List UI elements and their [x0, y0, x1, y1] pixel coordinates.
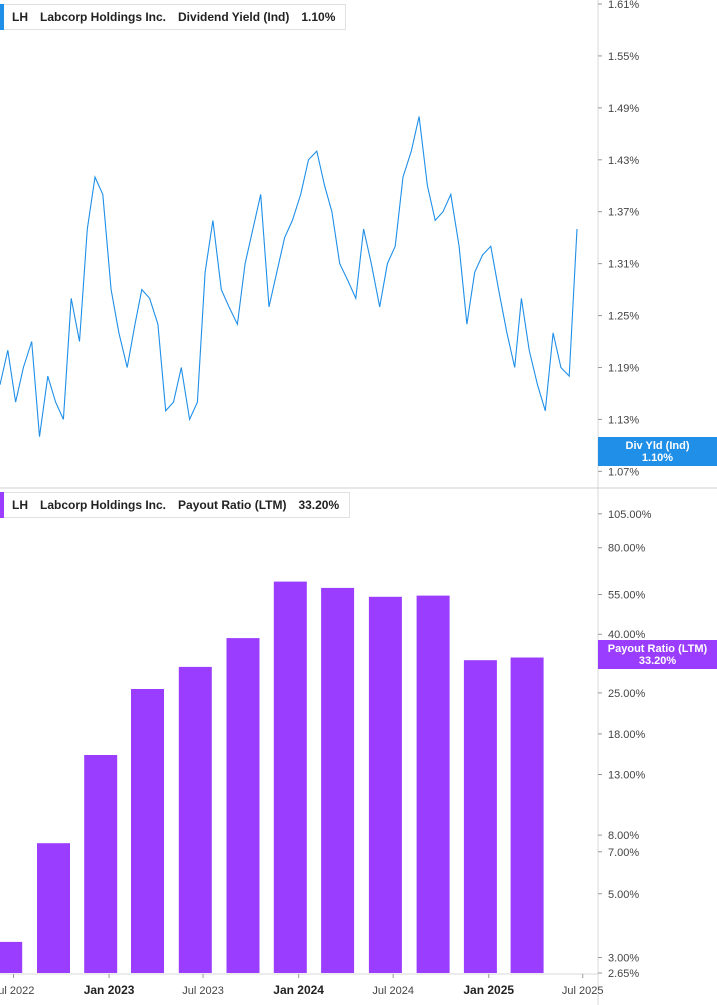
y-tick-label: 18.00% [608, 729, 646, 741]
payout-bar [510, 657, 544, 973]
y-tick-label: 40.00% [608, 629, 646, 641]
payout-value-tag: Payout Ratio (LTM) 33.20% [598, 640, 717, 669]
y-tick-label: 1.25% [608, 311, 639, 323]
payout-bar [0, 941, 23, 973]
legend-metric: Dividend Yield (Ind) [178, 10, 290, 24]
payout-bar [37, 843, 70, 973]
payout-bar [178, 666, 212, 973]
legend-ticker: LH [12, 10, 28, 24]
tag-value: 33.20% [638, 655, 677, 667]
yield-y-axis: 1.61% 1.55% 1.49% 1.43% 1.37% 1.31% 1.25% 1.19%… [598, 0, 639, 478]
payout-bar [273, 581, 307, 973]
y-tick-label: 13.00% [608, 770, 646, 782]
legend-company: Labcorp Holdings Inc. [40, 498, 167, 512]
yield-legend: LH Labcorp Holdings Inc. Dividend Yield … [0, 4, 347, 30]
yield-swatch [0, 4, 4, 30]
x-tick-label: Jan 2023 [84, 983, 135, 997]
payout-bar [416, 595, 450, 973]
payout-bar [368, 596, 402, 973]
payout-bar [463, 660, 497, 973]
y-tick-label: 55.00% [608, 590, 646, 602]
y-tick-label: 1.19% [608, 362, 639, 374]
y-tick-label: 1.37% [608, 207, 639, 219]
y-tick-label: 1.49% [608, 103, 639, 115]
yield-value-tag: Div Yld (Ind) 1.10% [598, 437, 717, 466]
y-tick-label: 105.00% [608, 509, 652, 521]
y-tick-label: 1.61% [608, 0, 639, 11]
x-axis: Jul 2022 Jan 2023 Jul 2023 Jan 2024 Jul 2024… [0, 974, 604, 997]
payout-bars [0, 581, 544, 973]
payout-legend: LH Labcorp Holdings Inc. Payout Ratio (L… [0, 492, 351, 518]
y-tick-label: 2.65% [608, 968, 639, 980]
legend-metric: Payout Ratio (LTM) [178, 498, 287, 512]
payout-swatch [0, 492, 4, 518]
tag-label: Payout Ratio (LTM) [607, 643, 708, 655]
payout-y-axis: 105.00% 80.00% 55.00% 40.00% 25.00% 18.00% 13.… [598, 509, 652, 980]
tag-label: Div Yld (Ind) [625, 440, 690, 452]
dividend-yield-line [0, 116, 578, 437]
y-tick-label: 7.00% [608, 847, 639, 859]
y-tick-label: 1.07% [608, 466, 639, 478]
y-tick-label: 25.00% [608, 688, 646, 700]
payout-bar [131, 689, 164, 973]
x-tick-label: Jan 2024 [273, 983, 324, 997]
legend-value: 33.20% [298, 498, 340, 512]
legend-company: Labcorp Holdings Inc. [40, 10, 167, 24]
y-tick-label: 1.31% [608, 259, 639, 271]
y-tick-label: 8.00% [608, 830, 639, 842]
x-tick-label: Jul 2023 [182, 985, 224, 997]
x-tick-label: Jul 2024 [372, 985, 414, 997]
payout-bar [321, 587, 355, 973]
legend-value: 1.10% [301, 10, 336, 24]
payout-bar [226, 638, 260, 973]
y-tick-label: 80.00% [608, 543, 646, 555]
y-tick-label: 1.43% [608, 155, 639, 167]
y-tick-label: 1.13% [608, 414, 639, 426]
x-tick-label: Jan 2025 [463, 983, 514, 997]
y-tick-label: 5.00% [608, 889, 639, 901]
x-tick-label: Jul 2022 [0, 985, 34, 997]
legend-ticker: LH [12, 498, 28, 512]
x-tick-label: Jul 2025 [562, 985, 604, 997]
y-tick-label: 1.55% [608, 51, 639, 63]
payout-bar [84, 755, 118, 973]
tag-value: 1.10% [641, 452, 674, 464]
y-tick-label: 3.00% [608, 953, 639, 965]
